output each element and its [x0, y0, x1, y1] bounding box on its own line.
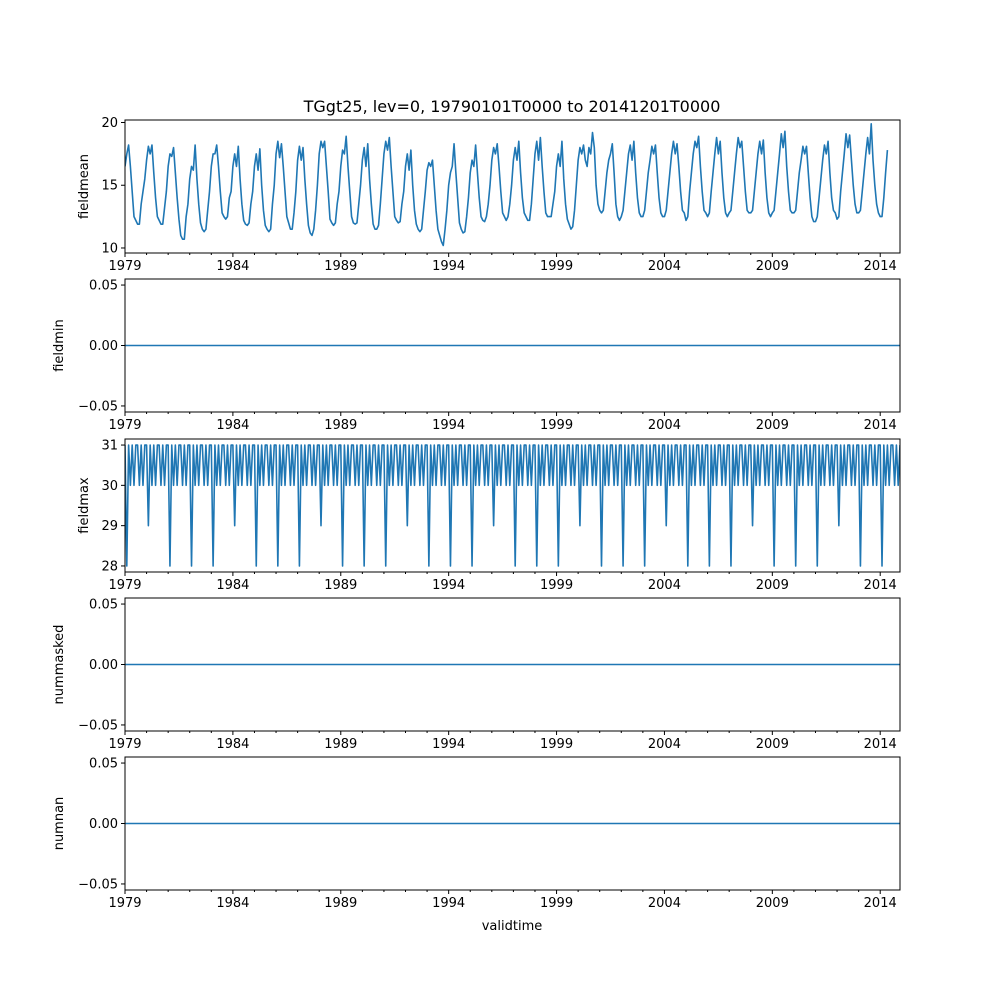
fieldmax-xtick-label: 1989	[324, 578, 357, 593]
fieldmean-ytick-label: 15	[101, 179, 118, 194]
numnan-xtick-label: 1984	[216, 896, 249, 911]
fieldmean-xtick-label: 1984	[216, 259, 249, 274]
numnan-xtick-label: 2009	[756, 896, 789, 911]
nummasked-ytick-label: 0.05	[89, 598, 118, 613]
fieldmin-ytick-label: 0.00	[89, 339, 118, 354]
fieldmax-ytick-label: 29	[101, 519, 118, 534]
fieldmax-xtick-label: 2004	[648, 578, 681, 593]
fieldmax-xtick-label: 2009	[756, 578, 789, 593]
numnan-xtick-label: 1999	[540, 896, 573, 911]
fieldmean-xtick-label: 2014	[864, 259, 897, 274]
fieldmin-xtick-label: 2014	[864, 418, 897, 433]
fieldmax-ylabel: fieldmax	[77, 477, 92, 534]
fieldmean-ytick-label: 20	[101, 116, 118, 131]
nummasked-xtick-label: 2009	[756, 737, 789, 752]
fieldmax-series-line	[125, 444, 900, 567]
nummasked-ytick-label: −0.05	[78, 718, 118, 733]
fieldmean-ytick-label: 10	[101, 241, 118, 256]
fieldmean-xtick-label: 1999	[540, 259, 573, 274]
fieldmin-xtick-label: 1984	[216, 418, 249, 433]
numnan-xtick-label: 1979	[108, 896, 141, 911]
numnan-ylabel: numnan	[52, 797, 67, 851]
nummasked-ytick-label: 0.00	[89, 658, 118, 673]
fieldmin-xtick-label: 2004	[648, 418, 681, 433]
fieldmax-xtick-label: 1994	[432, 578, 465, 593]
x-axis-label: validtime	[482, 919, 543, 934]
numnan-xtick-label: 2014	[864, 896, 897, 911]
fieldmean-series-line	[125, 122, 889, 247]
fieldmax-panel: 28 29 30 31 1979 1984 1989 1994 1999 2004 2009 2014…	[77, 438, 901, 593]
fieldmax-ytick-label: 30	[101, 479, 118, 494]
numnan-ytick-label: 0.05	[89, 757, 118, 772]
fieldmax-ytick-label: 28	[101, 559, 118, 574]
fieldmax-xtick-label: 1999	[540, 578, 573, 593]
fieldmax-xtick-label: 2014	[864, 578, 897, 593]
fieldmin-ytick-label: 0.05	[89, 279, 118, 294]
numnan-xtick-label: 2004	[648, 896, 681, 911]
fieldmin-ylabel: fieldmin	[52, 319, 67, 372]
fieldmin-xtick-label: 1989	[324, 418, 357, 433]
numnan-ytick-label: 0.00	[89, 817, 118, 832]
nummasked-xtick-label: 1999	[540, 737, 573, 752]
fieldmean-xtick-label: 1979	[108, 259, 141, 274]
nummasked-xtick-label: 1989	[324, 737, 357, 752]
nummasked-xtick-label: 1984	[216, 737, 249, 752]
fieldmin-panel: −0.05 0.00 0.05 1979 1984 1989 1994 1999 2004 200…	[52, 278, 901, 433]
fieldmin-xtick-label: 2009	[756, 418, 789, 433]
nummasked-xtick-label: 2004	[648, 737, 681, 752]
chart-title: TGgt25, lev=0, 19790101T0000 to 20141201…	[303, 97, 721, 116]
numnan-panel: −0.05 0.00 0.05 1979 1984 1989 1994 1999 2004 200…	[52, 756, 901, 911]
nummasked-xtick-label: 2014	[864, 737, 897, 752]
fieldmean-xtick-label: 2004	[648, 259, 681, 274]
fieldmax-xtick-label: 1984	[216, 578, 249, 593]
fieldmin-xtick-label: 1994	[432, 418, 465, 433]
nummasked-panel: −0.05 0.00 0.05 1979 1984 1989 1994 1999 2004 200…	[52, 597, 901, 752]
nummasked-ylabel: nummasked	[52, 625, 67, 705]
fieldmin-ytick-label: −0.05	[78, 399, 118, 414]
fieldmean-xtick-label: 1989	[324, 259, 357, 274]
fieldmean-ylabel: fieldmean	[77, 154, 92, 219]
nummasked-xtick-label: 1994	[432, 737, 465, 752]
fieldmin-xtick-label: 1979	[108, 418, 141, 433]
fieldmean-axes-frame	[124, 119, 901, 254]
fieldmax-xtick-label: 1979	[108, 578, 141, 593]
numnan-xtick-label: 1989	[324, 896, 357, 911]
numnan-ytick-label: −0.05	[78, 877, 118, 892]
fieldmax-ytick-label: 31	[101, 439, 118, 454]
fieldmean-xtick-label: 2009	[756, 259, 789, 274]
panels: 10 15 20 1979 1984 1989 1994 1999 2004 2009 2014 fi…	[52, 116, 901, 911]
fieldmean-xtick-label: 1994	[432, 259, 465, 274]
nummasked-xtick-label: 1979	[108, 737, 141, 752]
numnan-xtick-label: 1994	[432, 896, 465, 911]
fieldmin-xtick-label: 1999	[540, 418, 573, 433]
fieldmax-axes-frame	[124, 438, 901, 573]
fieldmean-panel: 10 15 20 1979 1984 1989 1994 1999 2004 2009 2014 fi…	[77, 116, 901, 274]
